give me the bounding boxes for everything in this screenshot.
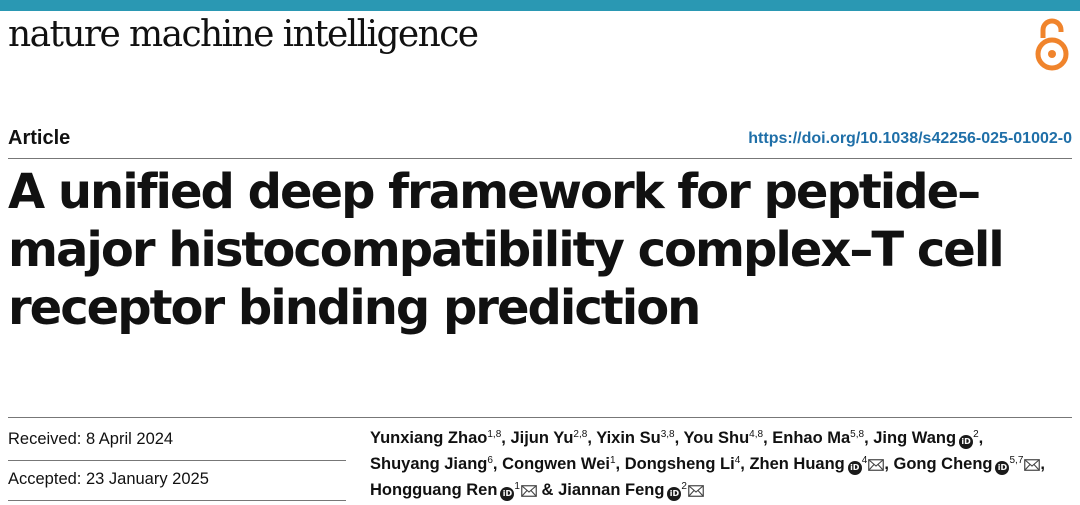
author-item: Zhen Huang iD4 bbox=[749, 455, 885, 475]
accepted-date: Accepted: 23 January 2025 bbox=[8, 470, 209, 488]
author-separator: , bbox=[587, 429, 597, 447]
article-type: Article bbox=[8, 127, 71, 149]
author-separator: , bbox=[740, 455, 750, 473]
author-separator: , bbox=[1040, 455, 1045, 473]
author-item: Enhao Ma5,8 bbox=[772, 429, 864, 447]
doi-link[interactable]: https://doi.org/10.1038/s42256-025-01002… bbox=[748, 130, 1072, 147]
author-affiliation: 2 bbox=[973, 429, 979, 440]
author-affiliation: 2,8 bbox=[573, 429, 588, 440]
article-title: A unified deep framework for peptide–maj… bbox=[8, 164, 1005, 336]
email-icon[interactable] bbox=[521, 485, 537, 497]
author-affiliation: 1 bbox=[514, 481, 520, 492]
author-item: Yixin Su3,8 bbox=[596, 429, 674, 447]
author-name[interactable]: Jiannan Feng bbox=[558, 481, 665, 499]
divider bbox=[8, 158, 1072, 159]
orcid-icon[interactable]: iD bbox=[500, 487, 515, 501]
author-name[interactable]: Enhao Ma bbox=[772, 429, 851, 447]
author-item: You Shu4,8 bbox=[683, 429, 763, 447]
email-icon[interactable] bbox=[688, 485, 704, 497]
author-name[interactable]: Congwen Wei bbox=[502, 455, 610, 473]
author-affiliation: 5,8 bbox=[850, 429, 865, 440]
received-date: Received: 8 April 2024 bbox=[8, 430, 174, 448]
orcid-icon[interactable]: iD bbox=[959, 435, 974, 449]
author-item: Shuyang Jiang6 bbox=[370, 455, 493, 473]
author-name[interactable]: Zhen Huang bbox=[749, 455, 845, 473]
author-separator: , bbox=[501, 429, 511, 447]
author-affiliation: 4 bbox=[861, 455, 868, 466]
author-name[interactable]: Yunxiang Zhao bbox=[370, 429, 488, 447]
author-item: Jijun Yu2,8 bbox=[510, 429, 587, 447]
journal-color-bar bbox=[0, 0, 1080, 11]
author-name[interactable]: Jijun Yu bbox=[510, 429, 574, 447]
author-separator: , bbox=[674, 429, 684, 447]
divider bbox=[8, 417, 1072, 418]
author-affiliation: 1,8 bbox=[487, 429, 502, 440]
author-affiliation: 1 bbox=[609, 455, 616, 466]
author-name[interactable]: Hongguang Ren bbox=[370, 481, 498, 499]
author-separator: , bbox=[884, 455, 894, 473]
lock-body bbox=[1035, 37, 1069, 71]
author-item: Jiannan Feng iD2 bbox=[558, 481, 704, 501]
divider bbox=[8, 460, 346, 461]
author-name[interactable]: Dongsheng Li bbox=[624, 455, 735, 473]
email-icon[interactable] bbox=[1024, 459, 1041, 471]
author-affiliation: 4 bbox=[734, 455, 741, 466]
author-separator: , bbox=[492, 455, 503, 473]
author-item: Hongguang Ren iD1 bbox=[370, 481, 537, 501]
author-name[interactable]: Shuyang Jiang bbox=[370, 455, 488, 473]
email-icon[interactable] bbox=[868, 459, 885, 471]
orcid-icon[interactable]: iD bbox=[667, 487, 682, 501]
author-affiliation: 4,8 bbox=[749, 429, 764, 440]
author-separator: , bbox=[615, 455, 625, 473]
author-affiliation: 5,7 bbox=[1009, 455, 1024, 466]
author-item: Yunxiang Zhao1,8 bbox=[370, 429, 501, 447]
lock-keyhole bbox=[1048, 50, 1056, 58]
author-affiliation: 3,8 bbox=[660, 429, 675, 440]
author-separator: , bbox=[978, 429, 984, 447]
lock-shackle bbox=[1040, 18, 1064, 38]
author-name[interactable]: Gong Cheng bbox=[893, 455, 993, 473]
author-list: Yunxiang Zhao1,8, Jijun Yu2,8, Yixin Su3… bbox=[370, 425, 1075, 503]
orcid-icon[interactable]: iD bbox=[995, 461, 1010, 475]
author-separator: , bbox=[864, 429, 874, 447]
author-item: Jing Wang iD2 bbox=[873, 429, 979, 449]
author-separator: & bbox=[536, 481, 559, 499]
author-separator: , bbox=[763, 429, 773, 447]
divider bbox=[8, 500, 346, 501]
orcid-icon[interactable]: iD bbox=[847, 461, 862, 475]
author-item: Congwen Wei1 bbox=[502, 455, 615, 473]
author-name[interactable]: You Shu bbox=[683, 429, 750, 447]
journal-name: nature machine intelligence bbox=[8, 14, 479, 55]
author-item: Dongsheng Li4 bbox=[625, 455, 741, 473]
author-affiliation: 2 bbox=[681, 481, 687, 492]
author-item: Gong Cheng iD5,7 bbox=[893, 455, 1041, 475]
author-affiliation: 6 bbox=[487, 455, 493, 466]
author-name[interactable]: Yixin Su bbox=[596, 429, 661, 447]
open-access-lock-icon bbox=[1035, 18, 1069, 71]
author-name[interactable]: Jing Wang bbox=[873, 429, 957, 447]
